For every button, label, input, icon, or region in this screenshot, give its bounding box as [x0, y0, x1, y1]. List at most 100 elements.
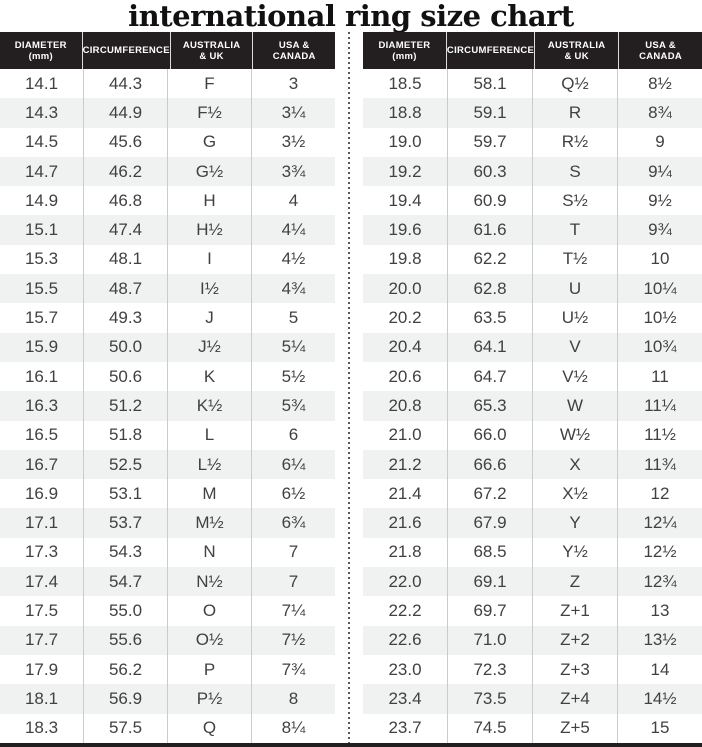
chart-content: DIAMETER (mm) CIRCUMFERENCE AUSTRALIA & UK US…: [0, 32, 702, 743]
diameter-cell: 22.0: [363, 567, 448, 597]
usa-canada-cell: 8: [288, 688, 299, 708]
page-title: international ring size chart: [128, 0, 574, 33]
circumference-cell: 61.6: [448, 215, 533, 245]
usa-canada-cell: 5¾: [281, 395, 306, 415]
diameter-cell: 17.3: [0, 537, 84, 568]
table-row: 21.0 66.0 W½ 11½: [363, 420, 702, 450]
table-row: 20.0 62.8 U 10¼: [363, 274, 702, 304]
circumference-cell: 62.2: [448, 244, 533, 275]
ring-size-table-left: DIAMETER (mm) CIRCUMFERENCE AUSTRALIA & UK US…: [0, 32, 335, 743]
circumference-cell: 58.1: [448, 69, 533, 99]
usa-canada-cell: 3¼: [281, 102, 306, 122]
usa-canada-cell: 3: [288, 73, 299, 93]
diameter-cell: 17.4: [0, 567, 84, 597]
diameter-cell: 23.7: [363, 713, 448, 743]
column-header-diameter: DIAMETER (mm): [363, 32, 447, 69]
usa-canada-cell: 12: [650, 483, 670, 503]
column-header-line1: USA &: [278, 39, 310, 51]
circumference-cell: 56.2: [84, 654, 168, 685]
diameter-cell: 16.1: [0, 361, 84, 392]
circumference-cell: 55.6: [84, 625, 168, 655]
circumference-cell: 51.8: [84, 420, 168, 450]
column-header-line1: DIAMETER: [378, 39, 431, 51]
australia-uk-cell: W½: [533, 420, 618, 450]
table-row: 19.8 62.2 T½ 10: [363, 244, 702, 275]
table-row: 18.1 56.9 P½ 8: [0, 684, 335, 714]
usa-canada-cell: 15: [650, 718, 670, 738]
circumference-cell: 66.6: [448, 449, 533, 480]
diameter-cell: 16.9: [0, 479, 84, 509]
table-row: 16.5 51.8 L 6: [0, 420, 335, 450]
circumference-cell: 47.4: [84, 215, 168, 245]
circumference-cell: 50.6: [84, 361, 168, 392]
table-row: 22.2 69.7 Z+1 13: [363, 596, 702, 626]
circumference-cell: 63.5: [448, 303, 533, 333]
table-row: 15.5 48.7 I½ 4¾: [0, 274, 335, 304]
australia-uk-cell: T: [533, 215, 618, 245]
diameter-cell: 15.1: [0, 215, 84, 245]
circumference-cell: 49.3: [84, 303, 168, 333]
circumference-cell: 67.2: [448, 479, 533, 509]
table-row: 21.6 67.9 Y 12¼: [363, 508, 702, 538]
usa-canada-cell: 7½: [281, 630, 306, 650]
diameter-cell: 19.0: [363, 127, 448, 157]
table-row: 14.3 44.9 F½ 3¼: [0, 98, 335, 128]
circumference-cell: 55.0: [84, 596, 168, 626]
usa-canada-cell: 10: [650, 249, 670, 269]
diameter-cell: 21.8: [363, 537, 448, 568]
diameter-cell: 16.3: [0, 391, 84, 421]
australia-uk-cell: I½: [168, 274, 252, 304]
circumference-cell: 60.3: [448, 156, 533, 187]
table-row: 16.9 53.1 M 6½: [0, 479, 335, 509]
circumference-cell: 54.3: [84, 537, 168, 568]
usa-canada-cell: 10¾: [643, 337, 677, 357]
circumference-cell: 44.9: [84, 98, 168, 128]
diameter-cell: 23.4: [363, 684, 448, 714]
diameter-cell: 19.8: [363, 244, 448, 275]
australia-uk-cell: F½: [168, 98, 252, 128]
column-header-australia-uk: AUSTRALIA & UK: [171, 32, 254, 69]
diameter-cell: 17.7: [0, 625, 84, 655]
column-header-line1: AUSTRALIA: [547, 39, 606, 51]
circumference-cell: 48.1: [84, 244, 168, 275]
circumference-cell: 53.1: [84, 479, 168, 509]
diameter-cell: 21.0: [363, 420, 448, 450]
column-header-line2: CANADA: [639, 50, 683, 62]
circumference-cell: 60.9: [448, 186, 533, 216]
australia-uk-cell: O½: [168, 625, 252, 655]
table-row: 20.8 65.3 W 11¼: [363, 391, 702, 421]
table-row: 17.7 55.6 O½ 7½: [0, 625, 335, 655]
column-header-line1: AUSTRALIA: [182, 39, 241, 51]
diameter-cell: 14.1: [0, 69, 84, 99]
circumference-cell: 69.7: [448, 596, 533, 626]
circumference-cell: 52.5: [84, 449, 168, 480]
australia-uk-cell: Z+3: [533, 654, 618, 685]
dotted-divider-line: [348, 32, 350, 743]
circumference-cell: 53.7: [84, 508, 168, 538]
diameter-cell: 21.2: [363, 449, 448, 480]
table-row: 23.7 74.5 Z+5 15: [363, 713, 702, 743]
table-row: 19.2 60.3 S 9¼: [363, 156, 702, 187]
diameter-cell: 14.5: [0, 127, 84, 157]
table-row: 14.5 45.6 G 3½: [0, 127, 335, 157]
table-row: 17.9 56.2 P 7¾: [0, 654, 335, 685]
diameter-cell: 17.1: [0, 508, 84, 538]
table-row: 15.1 47.4 H½ 4¼: [0, 215, 335, 245]
table-header-row: DIAMETER (mm) CIRCUMFERENCE AUSTRALIA & UK US…: [0, 32, 335, 69]
diameter-cell: 14.7: [0, 156, 84, 187]
column-header-line2: (mm): [392, 50, 417, 62]
australia-uk-cell: Q: [168, 713, 252, 743]
australia-uk-cell: M: [168, 479, 252, 509]
usa-canada-cell: 8¾: [648, 102, 672, 122]
column-header-diameter: DIAMETER (mm): [0, 32, 83, 69]
column-header-line1: DIAMETER: [14, 39, 67, 51]
circumference-cell: 68.5: [448, 537, 533, 568]
table-row: 20.4 64.1 V 10¾: [363, 332, 702, 362]
usa-canada-cell: 11: [651, 366, 669, 386]
australia-uk-cell: V: [533, 332, 618, 362]
table-row: 19.4 60.9 S½ 9½: [363, 186, 702, 216]
usa-canada-cell: 12¾: [643, 571, 677, 591]
usa-canada-cell: 9¼: [648, 161, 672, 181]
table-row: 22.6 71.0 Z+2 13½: [363, 625, 702, 655]
table-row: 22.0 69.1 Z 12¾: [363, 567, 702, 597]
